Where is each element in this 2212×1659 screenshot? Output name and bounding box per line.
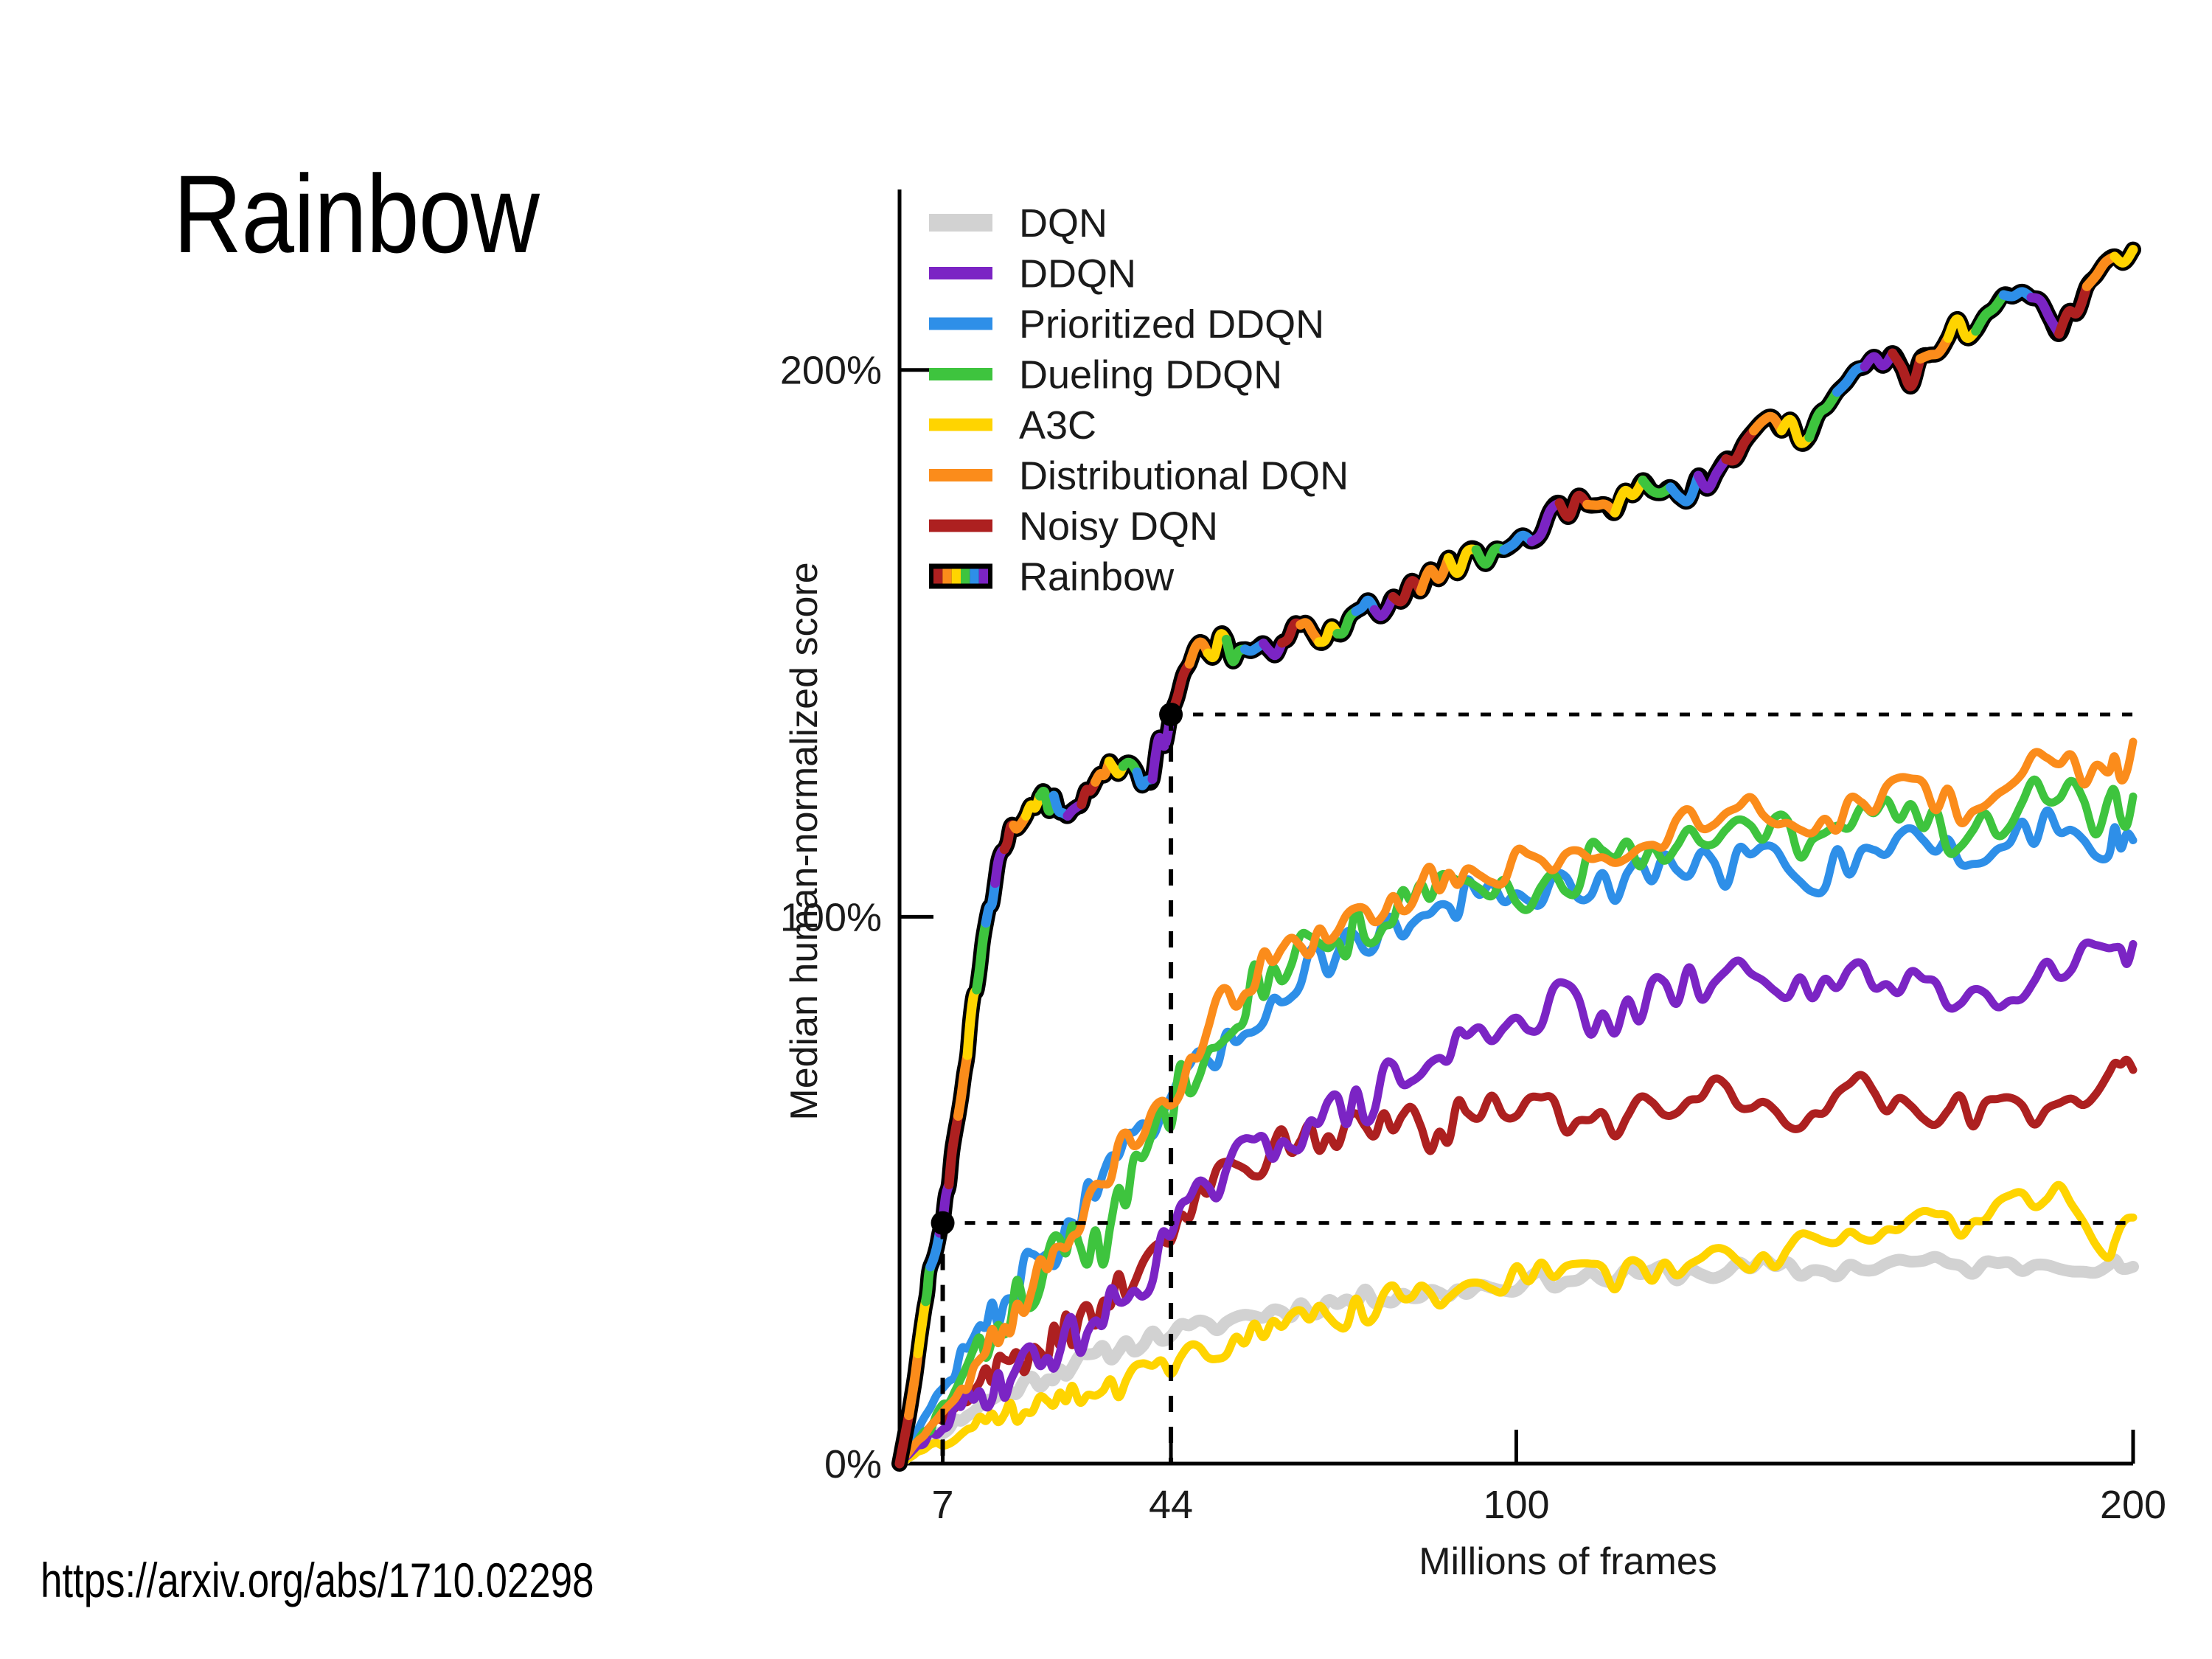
series-line-rainbow [894,245,2138,1469]
rainbow-segment [1351,595,1380,616]
x-tick-label: 44 [1149,1483,1193,1527]
legend-item-prioritized-ddqn[interactable]: Prioritized DDQN [929,302,1324,347]
rainbow-segment [972,918,991,995]
chart-svg: 0% 100% 200% 7 44 100 200 Millions of frames Med… [782,189,2166,1578]
legend-item-dueling-ddqn[interactable]: Dueling DDQN [929,353,1282,397]
rainbow-segment [1388,576,1426,607]
rainbow-segment [1554,490,1593,522]
rainbow-segment [1091,757,1114,787]
legend-item-noisy-dqn[interactable]: Noisy DQN [929,504,1218,549]
x-tick-label: 100 [1483,1483,1549,1527]
rainbow-swatch-stripe [951,568,961,584]
y-axis-label: Median human-normalized score [783,562,826,1120]
legend-label: DQN [1019,201,1107,246]
rainbow-segment [1721,425,1759,466]
rainbow-segment [944,1111,963,1189]
series-line-distributional-dqn [895,737,2138,1468]
rainbow-segment [921,1262,936,1307]
legend-item-dqn[interactable]: DQN [929,201,1107,246]
chart-legend: DQN DDQN Prioritized DDQN Dueling DDQN A3C Di… [929,201,1349,599]
rainbow-segment [1915,333,1953,364]
legend-item-distributional-dqn[interactable]: Distributional DQN [929,454,1349,498]
y-tick-label: 200% [782,349,882,393]
annotation-marker-44 [1159,702,1183,726]
legend-item-ddqn[interactable]: DDQN [929,252,1136,296]
rainbow-segment [1888,348,1925,392]
rainbow-segment [904,1349,923,1421]
rainbow-swatch-stripe [978,568,988,584]
source-url-text: https://arxiv.org/abs/1710.02298 [41,1553,594,1607]
rainbow-segment [1776,414,1815,448]
rainbow-segment [1582,499,1620,518]
rainbow-segment [981,878,1001,928]
series-line-ddqn [895,938,2138,1468]
rainbow-segment [1499,530,1537,555]
legend-label: Distributional DQN [1019,454,1349,498]
series-line-a3c [895,1180,2138,1468]
chart-figure: 0% 100% 200% 7 44 100 200 Millions of frames Med… [782,177,2183,1578]
rainbow-segment [1314,622,1343,647]
rainbow-segment [1416,553,1453,597]
rainbow-segment [1971,290,2008,336]
rainbow-swatch-stripe [970,568,979,584]
x-tick-label: 200 [2100,1483,2166,1527]
legend-label: Noisy DQN [1019,504,1218,549]
series-line-dueling-ddqn [895,775,2138,1468]
rainbow-segment [1638,476,1676,498]
legend-label: A3C [1019,403,1096,448]
rainbow-segment [1804,387,1842,442]
y-tick-label: 100% [782,895,882,939]
rainbow-segment [894,1411,914,1469]
rainbow-swatch-stripe [961,568,970,584]
legend-label: Rainbow [1019,555,1175,599]
rainbow-segment [1184,637,1213,669]
rainbow-segment [1610,476,1648,518]
rainbow-segment [1693,454,1731,494]
rainbow-segment [1020,790,1045,821]
x-axis-label: Millions of frames [1419,1540,1717,1578]
rainbow-swatch-stripe [942,568,952,584]
series-line-noisy-dqn [895,1055,2138,1468]
legend-item-rainbow[interactable]: Rainbow [929,555,1175,599]
rainbow-segment [1860,348,1898,372]
rainbow-segment [1998,287,2037,303]
rainbow-segment [1259,638,1287,661]
rainbow-segment [2110,245,2138,268]
rainbow-segment [2026,293,2065,339]
legend-item-a3c[interactable]: A3C [929,403,1096,448]
rainbow-segment [1369,592,1398,622]
rainbow-segment [925,1228,945,1272]
legend-label: DDQN [1019,252,1136,296]
annotation-marker-7 [931,1211,955,1235]
series-line-dqn [894,1251,2139,1470]
rainbow-segment [2054,281,2092,339]
rainbow-swatch-stripe [933,568,943,584]
rainbow-segment [1943,314,1981,343]
y-tick-label: 0% [824,1442,882,1486]
rainbow-segment [1749,411,1787,436]
rainbow-segment [953,1050,973,1121]
legend-label: Dueling DDQN [1019,353,1282,397]
legend-label: Prioritized DDQN [1019,302,1324,347]
rainbow-segment [1666,470,1703,507]
page-title: Rainbow [173,152,540,276]
rainbow-segment [1147,709,1176,785]
x-tick-label: 7 [932,1483,954,1527]
